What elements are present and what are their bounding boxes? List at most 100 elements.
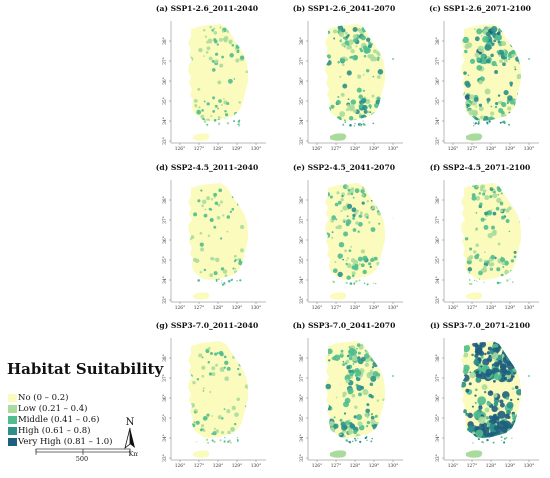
lat-tick-label: 33° bbox=[300, 454, 305, 462]
lat-tick-label: 37° bbox=[163, 374, 168, 382]
suitability-patch bbox=[369, 265, 372, 269]
islet bbox=[468, 283, 471, 285]
suitability-patches bbox=[325, 343, 385, 440]
suitability-patch bbox=[339, 434, 343, 439]
suitability-patch bbox=[327, 30, 331, 34]
suitability-patch bbox=[512, 272, 517, 276]
suitability-patch bbox=[233, 111, 238, 116]
suitability-patch bbox=[508, 111, 511, 114]
suitability-patch bbox=[502, 266, 505, 268]
lat-tick-label: 37° bbox=[163, 57, 168, 65]
suitability-patch bbox=[218, 188, 223, 193]
suitability-patch bbox=[372, 424, 379, 431]
suitability-patch bbox=[229, 53, 234, 58]
suitability-patch bbox=[495, 346, 501, 352]
suitability-patch bbox=[499, 59, 503, 64]
suitability-patch bbox=[367, 44, 372, 49]
suitability-patch bbox=[234, 422, 237, 426]
lat-tick-label: 34° bbox=[163, 434, 168, 442]
suitability-patch bbox=[198, 353, 203, 358]
suitability-patch bbox=[217, 203, 221, 207]
suitability-patch bbox=[366, 420, 371, 425]
suitability-patch bbox=[216, 43, 219, 46]
korea-suitability-map: 38° 37° 36° 35° 34° 33° 126° 127° 128° 129° 130° bbox=[163, 338, 266, 469]
suitability-patch bbox=[469, 255, 474, 260]
lat-tick-label: 35° bbox=[436, 97, 441, 105]
islet bbox=[500, 436, 503, 439]
suitability-patch bbox=[342, 63, 345, 66]
suitability-patch bbox=[341, 28, 346, 33]
islet bbox=[345, 281, 348, 285]
lat-tick-label: 35° bbox=[163, 414, 168, 422]
suitability-patch bbox=[483, 390, 487, 394]
islet bbox=[483, 281, 485, 284]
suitability-patch bbox=[230, 27, 235, 33]
suitability-patch bbox=[474, 353, 479, 358]
suitability-patch bbox=[487, 346, 492, 351]
suitability-patch bbox=[227, 78, 233, 84]
suitability-patch bbox=[490, 26, 498, 33]
suitability-patch bbox=[344, 249, 347, 253]
suitability-patch bbox=[241, 434, 245, 438]
suitability-patch bbox=[345, 259, 348, 262]
suitability-patch bbox=[492, 379, 496, 383]
lat-tick-label: 34° bbox=[300, 434, 305, 442]
suitability-patch bbox=[368, 393, 373, 398]
suitability-patch bbox=[235, 45, 240, 49]
suitability-patch bbox=[375, 99, 381, 105]
suitability-patch bbox=[381, 364, 385, 368]
suitability-patch bbox=[374, 353, 380, 359]
suitability-patch bbox=[516, 388, 521, 396]
suitability-patch bbox=[508, 352, 516, 360]
suitability-patch bbox=[325, 383, 332, 390]
suitability-patch bbox=[495, 206, 500, 211]
suitability-patch bbox=[469, 371, 476, 379]
lon-tick-label: 127° bbox=[331, 464, 342, 469]
suitability-patch bbox=[355, 45, 358, 48]
lon-tick-label: 127° bbox=[194, 464, 205, 469]
islet bbox=[348, 440, 351, 444]
suitability-patch bbox=[239, 112, 244, 116]
suitability-patch bbox=[508, 230, 511, 233]
suitability-patch bbox=[229, 28, 234, 33]
suitability-patch bbox=[485, 416, 490, 420]
suitability-patch bbox=[510, 276, 515, 281]
islet bbox=[344, 121, 346, 123]
map-panel-i: (i) SSP3-7.0_2071-2100 38° 37° 36° 35° 34° 33… bbox=[417, 321, 543, 469]
suitability-patch bbox=[501, 215, 505, 220]
suitability-patch bbox=[462, 364, 465, 367]
suitability-patch bbox=[490, 209, 493, 211]
suitability-patch bbox=[357, 74, 362, 79]
suitability-patch bbox=[238, 259, 242, 262]
suitability-patch bbox=[240, 55, 245, 60]
suitability-patch bbox=[326, 106, 332, 112]
suitability-patch bbox=[362, 74, 365, 76]
suitability-patch bbox=[356, 414, 363, 421]
suitability-patch bbox=[229, 210, 233, 213]
lat-tick-label: 34° bbox=[300, 117, 305, 125]
korea-suitability-map: 38° 37° 36° 35° 34° 33° 126° 127° 128° 129° 130° bbox=[300, 338, 403, 469]
islet bbox=[474, 279, 476, 281]
suitability-patch bbox=[515, 56, 521, 62]
islet bbox=[230, 279, 233, 282]
suitability-patch bbox=[360, 343, 364, 347]
suitability-patch bbox=[208, 372, 213, 376]
suitability-patch bbox=[480, 115, 484, 120]
suitability-patch bbox=[371, 350, 374, 353]
suitability-patch bbox=[507, 95, 513, 101]
suitability-patch bbox=[505, 396, 510, 400]
suitability-patch bbox=[372, 75, 375, 78]
suitability-patch bbox=[489, 419, 493, 424]
suitability-patch bbox=[369, 275, 372, 278]
lat-tick-label: 36° bbox=[300, 77, 305, 85]
suitability-patch bbox=[503, 376, 508, 381]
lon-tick-label: 128° bbox=[213, 306, 224, 311]
suitability-patch bbox=[485, 368, 493, 376]
islet bbox=[219, 439, 222, 442]
suitability-patch bbox=[518, 52, 521, 56]
suitability-patch bbox=[461, 111, 465, 115]
suitability-patch bbox=[502, 187, 508, 193]
suitability-patch bbox=[516, 92, 519, 95]
islet bbox=[344, 119, 346, 122]
suitability-patch bbox=[373, 256, 378, 261]
